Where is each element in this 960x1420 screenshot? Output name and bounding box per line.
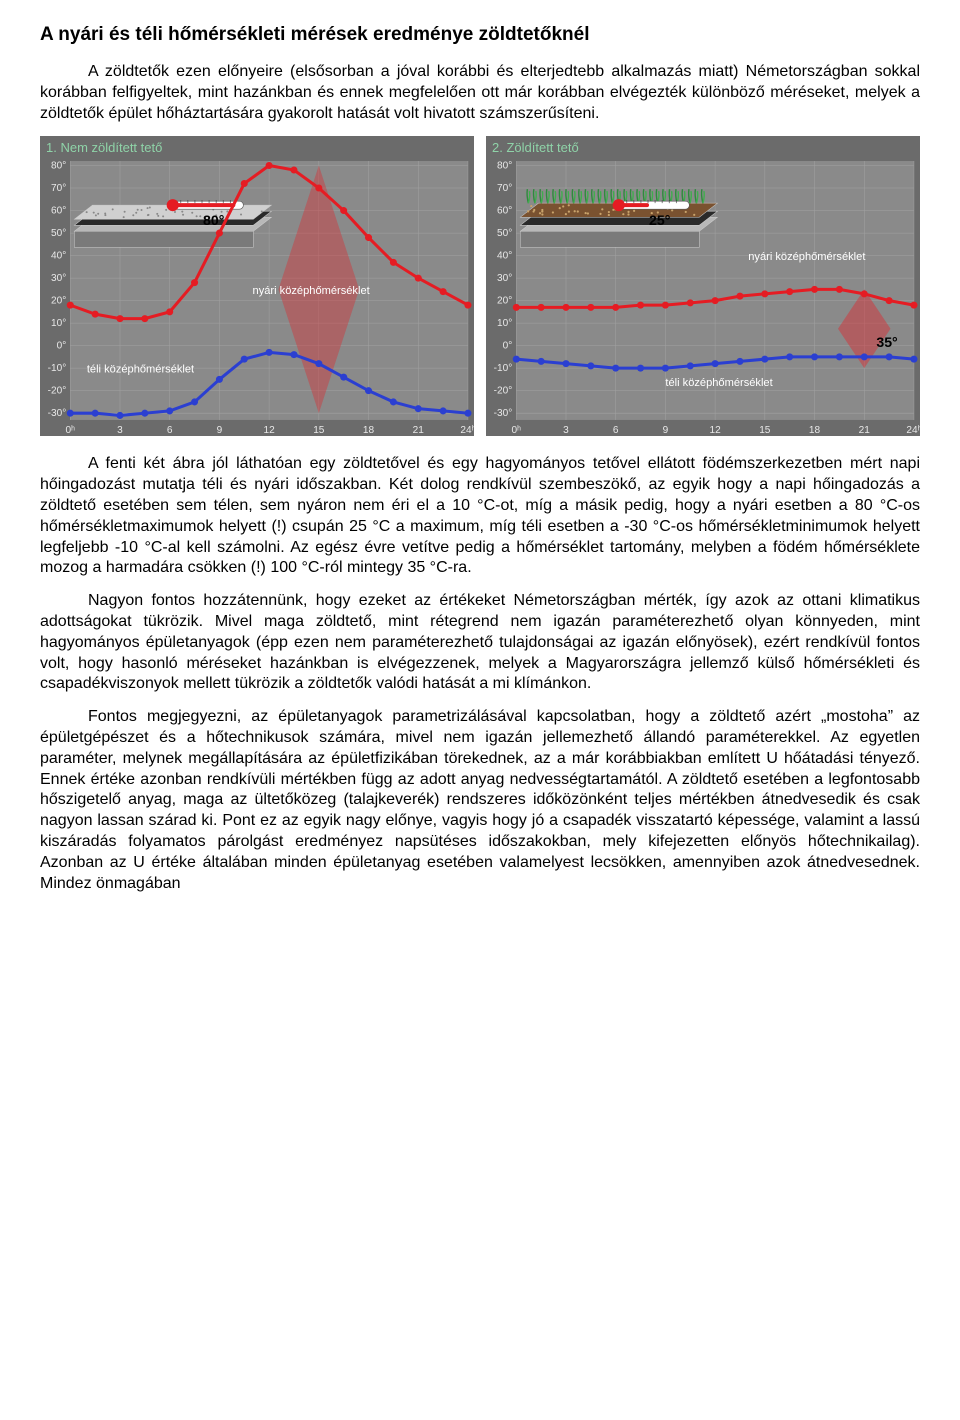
page-title: A nyári és téli hőmérsékleti mérések ere…	[40, 24, 920, 46]
svg-text:50°: 50°	[497, 228, 512, 239]
paragraph-1: A fenti két ábra jól láthatóan egy zöldt…	[40, 454, 920, 579]
svg-text:-20°: -20°	[494, 386, 513, 397]
svg-text:-10°: -10°	[494, 364, 513, 375]
svg-text:-30°: -30°	[48, 409, 67, 420]
paragraph-3: Fontos megjegyezni, az épületanyagok par…	[40, 707, 920, 894]
svg-text:téli középhőmérséklet: téli középhőmérséklet	[87, 364, 194, 376]
svg-text:30°: 30°	[497, 274, 512, 285]
svg-text:nyári középhőmérséklet: nyári középhőmérséklet	[253, 285, 370, 297]
chart-svg-left: 80° 70° 60° 50° 40° 30° 20° 10° 0° -10° -20° -30° 0ʰ…	[40, 157, 474, 436]
svg-text:10°: 10°	[497, 319, 512, 330]
svg-text:50°: 50°	[51, 228, 66, 239]
svg-text:24ʰ: 24ʰ	[460, 425, 474, 436]
svg-text:70°: 70°	[51, 183, 66, 194]
svg-text:18: 18	[363, 425, 375, 436]
svg-text:6: 6	[613, 425, 619, 436]
intro-paragraph: A zöldtetők ezen előnyeire (elsősorban a…	[40, 62, 920, 124]
svg-text:6: 6	[167, 425, 173, 436]
svg-text:0ʰ: 0ʰ	[512, 425, 522, 436]
roof-illustration: 80°	[74, 200, 271, 248]
svg-text:70°: 70°	[497, 183, 512, 194]
svg-text:40°: 40°	[497, 251, 512, 262]
chart-svg-right: 80° 70° 60° 50° 40° 30° 20° 10° 0° -10° -20° -30° 0ʰ…	[486, 157, 920, 436]
svg-text:-10°: -10°	[48, 364, 67, 375]
svg-text:3: 3	[563, 425, 569, 436]
svg-text:35°: 35°	[876, 334, 898, 350]
svg-text:40°: 40°	[51, 251, 66, 262]
svg-text:21: 21	[859, 425, 871, 436]
svg-text:0°: 0°	[503, 341, 513, 352]
svg-text:nyári középhőmérséklet: nyári középhőmérséklet	[748, 251, 865, 263]
svg-text:12: 12	[710, 425, 722, 436]
svg-text:25°: 25°	[649, 213, 671, 229]
svg-text:téli középhőmérséklet: téli középhőmérséklet	[665, 378, 772, 390]
paragraph-2: Nagyon fontos hozzátennünk, hogy ezeket …	[40, 591, 920, 695]
svg-text:0°: 0°	[57, 341, 67, 352]
svg-text:0ʰ: 0ʰ	[66, 425, 76, 436]
svg-text:20°: 20°	[497, 296, 512, 307]
svg-text:9: 9	[663, 425, 669, 436]
chart-panel-bare-roof: 1. Nem zöldített tető 80°70°60°50°40°30°…	[40, 136, 474, 436]
svg-text:9: 9	[217, 425, 223, 436]
svg-text:3: 3	[117, 425, 123, 436]
svg-text:10°: 10°	[51, 319, 66, 330]
svg-text:15: 15	[759, 425, 771, 436]
chart-title-left: 1. Nem zöldített tető	[40, 136, 474, 157]
svg-text:15: 15	[313, 425, 325, 436]
svg-text:24ʰ: 24ʰ	[906, 425, 920, 436]
svg-text:30°: 30°	[51, 274, 66, 285]
svg-text:21: 21	[413, 425, 425, 436]
svg-text:60°: 60°	[51, 206, 66, 217]
svg-text:12: 12	[264, 425, 276, 436]
svg-text:-20°: -20°	[48, 386, 67, 397]
charts-row: 1. Nem zöldített tető 80°70°60°50°40°30°…	[40, 136, 920, 436]
svg-text:80°: 80°	[51, 161, 66, 172]
svg-text:18: 18	[809, 425, 821, 436]
svg-text:20°: 20°	[51, 296, 66, 307]
chart-panel-green-roof: 2. Zöldített tető 80°70°60°50°40°30°20°1…	[486, 136, 920, 436]
svg-text:80°: 80°	[497, 161, 512, 172]
svg-text:60°: 60°	[497, 206, 512, 217]
svg-text:-30°: -30°	[494, 409, 513, 420]
chart-title-right: 2. Zöldített tető	[486, 136, 920, 157]
